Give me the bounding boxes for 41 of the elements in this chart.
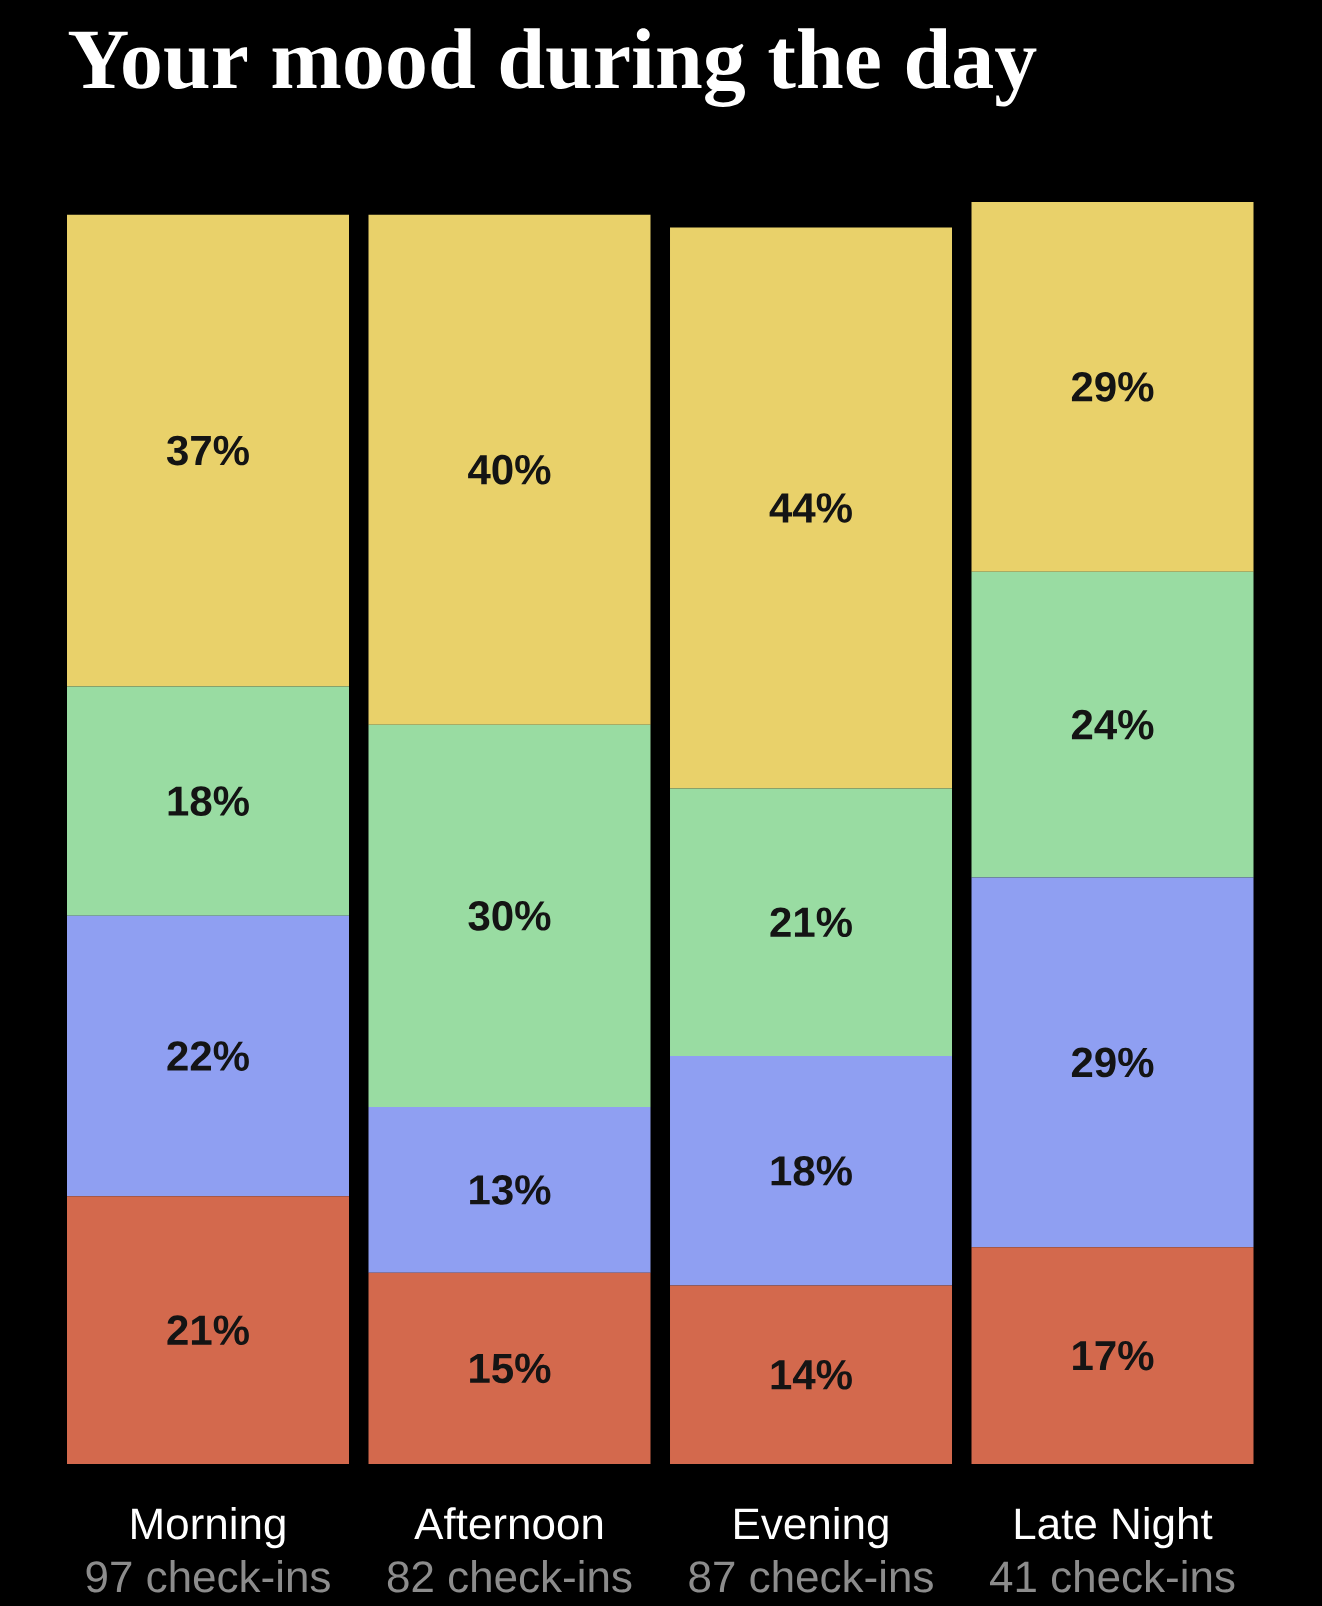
- x-tick-label: Evening: [735, 1507, 888, 1549]
- data-label: 30%: [468, 900, 551, 931]
- bar: [971, 202, 1254, 572]
- bar: [971, 877, 1254, 1248]
- x-tick-label: Late Night: [1015, 1507, 1213, 1549]
- bar: [67, 1196, 350, 1464]
- text: 87 check-ins: [689, 1560, 933, 1593]
- bar: [971, 571, 1254, 878]
- x-tick-label: Morning: [132, 1507, 285, 1549]
- data-label: 15%: [470, 1353, 551, 1384]
- bar: [67, 915, 350, 1197]
- data-label: 18%: [771, 1155, 852, 1186]
- bar: [368, 214, 651, 725]
- bar: [670, 227, 953, 789]
- data-label: 14%: [771, 1360, 852, 1390]
- text: 41 check-ins: [990, 1560, 1235, 1593]
- data-label: 29%: [1071, 1047, 1154, 1078]
- bar: [67, 214, 350, 687]
- bar: [368, 1107, 651, 1273]
- x-tick-label: Afternoon: [414, 1507, 603, 1540]
- data-label: 24%: [1071, 709, 1154, 740]
- data-label: 17%: [1073, 1340, 1154, 1371]
- data-label: 21%: [770, 907, 852, 938]
- data-label: 22%: [167, 1041, 249, 1071]
- bar: [368, 724, 651, 1108]
- data-label: 13%: [470, 1175, 551, 1205]
- text: 82 check-ins: [387, 1560, 632, 1593]
- bar: [670, 788, 953, 1057]
- data-label: 44%: [769, 493, 852, 523]
- data-label: 29%: [1071, 371, 1154, 402]
- text: 97 check-ins: [86, 1560, 330, 1593]
- bar: [670, 1056, 953, 1286]
- data-label: 37%: [166, 435, 249, 466]
- bar: [67, 686, 350, 916]
- data-label: 21%: [167, 1315, 249, 1345]
- chart-title: Your mood during the day: [68, 28, 1037, 107]
- bar: [971, 1247, 1254, 1464]
- data-label: 18%: [168, 786, 249, 816]
- bar: [670, 1285, 953, 1464]
- bar: [368, 1272, 651, 1464]
- data-label: 40%: [468, 454, 551, 485]
